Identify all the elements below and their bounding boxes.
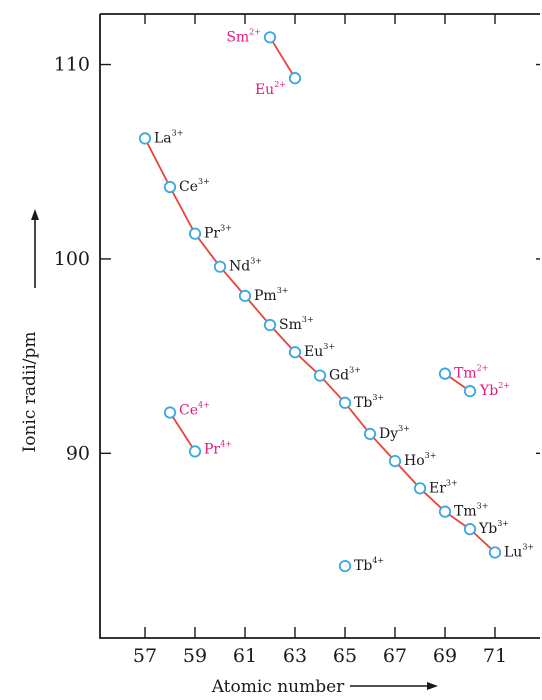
x-tick-label: 57	[133, 645, 157, 667]
data-point	[213, 260, 227, 273]
point-label: Sm3+	[279, 315, 314, 333]
data-point	[188, 227, 202, 240]
point-label: Ce3+	[179, 177, 210, 195]
data-point	[288, 72, 302, 85]
point-labels: La3+ Ce3+ Pr3+ Nd3+ Pm3+ Sm3+ Eu3+ Gd3+ Tb3+ Dy3+…	[154, 27, 534, 574]
point-label: Tm2+	[454, 364, 488, 382]
x-tick-label: 67	[383, 645, 407, 667]
data-point	[338, 559, 352, 573]
y-tick-label: 100	[54, 248, 90, 270]
data-point	[313, 369, 327, 382]
point-label: Dy3+	[379, 424, 410, 442]
data-point	[438, 367, 452, 380]
data-point	[463, 523, 477, 536]
point-label: Yb3+	[478, 519, 509, 537]
series-lines	[144, 36, 496, 554]
data-points	[138, 31, 502, 573]
y-axis-arrow	[31, 209, 39, 288]
point-label: Er3+	[429, 478, 458, 496]
point-label: Pm3+	[254, 286, 289, 304]
x-tick-label: 59	[183, 645, 207, 667]
data-point	[263, 318, 277, 332]
y-tick-label: 90	[66, 442, 90, 464]
plot-frame	[99, 13, 540, 639]
point-label: Eu3+	[304, 342, 335, 360]
data-point	[188, 445, 202, 458]
series-line	[169, 412, 196, 452]
axes: 57 59 61 63 65 67 69 71 90 100 110	[54, 13, 540, 667]
point-label: Nd3+	[229, 257, 262, 275]
data-point	[238, 289, 252, 302]
data-point	[338, 396, 352, 409]
point-label: Ho3+	[404, 451, 436, 469]
data-point	[163, 406, 177, 419]
point-label: Gd3+	[329, 366, 361, 384]
point-label: Pr3+	[204, 224, 232, 242]
x-tick-label: 63	[283, 645, 307, 667]
x-axis-arrow	[350, 682, 438, 690]
data-point	[413, 482, 427, 495]
data-point	[463, 385, 477, 398]
point-label: Tb4+	[354, 556, 384, 574]
point-label: Tb3+	[354, 393, 384, 411]
point-label: Eu2+	[255, 80, 286, 98]
data-point	[263, 31, 277, 44]
point-label: Pr4+	[204, 439, 232, 457]
x-tick-label: 65	[333, 645, 357, 667]
series-line	[269, 36, 296, 79]
point-label: Yb2+	[479, 381, 510, 399]
x-tick-label: 69	[433, 645, 457, 667]
point-label: La3+	[154, 128, 183, 146]
point-label: Tm3+	[454, 502, 488, 520]
data-point	[363, 427, 377, 440]
data-point	[138, 132, 152, 145]
y-tick-label: 110	[54, 54, 90, 76]
y-axis-title: Ionic radii/pm	[20, 331, 40, 452]
x-tick-label: 61	[233, 645, 257, 667]
data-point	[163, 180, 177, 194]
data-point	[438, 505, 452, 518]
data-point	[388, 455, 402, 468]
data-point	[488, 546, 502, 559]
point-label: Lu3+	[504, 542, 534, 560]
data-point	[288, 346, 302, 359]
x-axis-title: Atomic number	[211, 677, 345, 697]
x-tick-label: 71	[483, 645, 507, 667]
point-label: Sm2+	[226, 27, 261, 45]
point-label: Ce4+	[179, 401, 210, 419]
